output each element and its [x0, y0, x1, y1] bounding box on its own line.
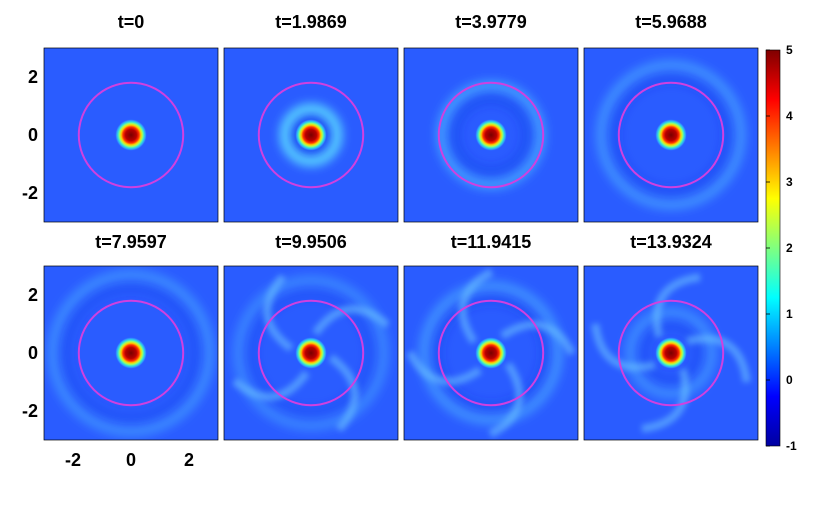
- panel-title: t=13.9324: [630, 232, 712, 252]
- panel-frame: [583, 265, 759, 441]
- panel-8: t=13.9324: [583, 232, 759, 441]
- panel-3: t=3.9779: [403, 12, 579, 223]
- panel-frame: [223, 265, 399, 441]
- reference-circle: [77, 299, 185, 407]
- y-tick-label: 2: [28, 285, 38, 305]
- wave-arm: [488, 361, 524, 438]
- reference-circle: [617, 81, 725, 189]
- colorbar-tick-label: -1: [786, 439, 797, 453]
- wave-arm: [458, 268, 494, 345]
- heatmap-field: [584, 266, 758, 440]
- wave-ring: [625, 307, 717, 399]
- wave-arm: [591, 323, 656, 372]
- central-peak: [295, 337, 327, 369]
- panel-frame: [403, 265, 579, 441]
- panel-1: t=0: [43, 12, 219, 223]
- panel-6: t=9.9506: [223, 232, 399, 441]
- y-tick-label: 0: [28, 125, 38, 145]
- wave-arm: [263, 274, 294, 352]
- y-tick-label: 0: [28, 343, 38, 363]
- central-peak: [115, 337, 147, 369]
- colorbar-tick-label: 0: [786, 373, 793, 387]
- heatmap-field: [224, 48, 398, 222]
- colorbar-tick-label: 2: [786, 241, 793, 255]
- heatmap-field: [44, 266, 218, 440]
- colorbar-tick-label: 3: [786, 175, 793, 189]
- panel-title: t=5.9688: [635, 12, 707, 32]
- central-peak: [655, 119, 687, 151]
- panel-frame: [583, 47, 759, 223]
- reference-circle: [437, 81, 545, 189]
- heatmap-field: [404, 48, 578, 222]
- wave-trough: [611, 75, 731, 195]
- colorbar-tick-label: 5: [786, 43, 793, 57]
- wave-ring: [596, 60, 746, 210]
- x-tick-label: 2: [184, 450, 194, 470]
- panel-title: t=1.9869: [275, 12, 347, 32]
- heatmap-field: [584, 48, 758, 222]
- reference-circle: [257, 299, 365, 407]
- central-peak: [475, 119, 507, 151]
- central-peak: [655, 337, 687, 369]
- x-tick-label: -2: [65, 450, 81, 470]
- colorbar-tick-label: 1: [786, 307, 793, 321]
- central-peak: [295, 119, 327, 151]
- colorbar: 5 4 3 2 1 0 -1: [765, 43, 797, 453]
- wave-trough: [451, 95, 531, 175]
- x-tick-label: 0: [126, 450, 136, 470]
- panel-frame: [43, 47, 219, 223]
- wave-ring: [279, 103, 343, 167]
- wave-arm: [328, 354, 359, 432]
- wave-arm: [406, 350, 483, 386]
- reference-circle: [77, 81, 185, 189]
- wave-arm: [686, 334, 751, 383]
- central-peak: [115, 119, 147, 151]
- y-tick-label: -2: [22, 401, 38, 421]
- heatmap-field: [44, 48, 218, 222]
- panel-frame: [43, 265, 219, 441]
- heatmap-field: [404, 266, 578, 440]
- reference-circle: [257, 81, 365, 189]
- wave-ring: [436, 80, 546, 190]
- wave-trough: [248, 290, 374, 416]
- wave-arm: [641, 368, 690, 433]
- central-peak: [475, 337, 507, 369]
- panel-title: t=0: [118, 12, 145, 32]
- wave-arm: [232, 370, 310, 401]
- wave-arm: [312, 305, 390, 336]
- reference-circle: [437, 299, 545, 407]
- reference-circle: [617, 299, 725, 407]
- panel-title: t=3.9779: [455, 12, 527, 32]
- wave-ring: [47, 269, 215, 437]
- colorbar-tick-label: 4: [786, 109, 793, 123]
- panel-7: t=11.9415: [403, 232, 579, 441]
- axes: 2 0 -2 2 0 -2 -2 0 2: [22, 67, 194, 470]
- panel-title: t=9.9506: [275, 232, 347, 252]
- y-tick-label: -2: [22, 183, 38, 203]
- panel-4: t=5.9688: [583, 12, 759, 223]
- panel-title: t=11.9415: [451, 232, 532, 252]
- wave-arm: [499, 320, 576, 356]
- panel-frame: [403, 47, 579, 223]
- panel-5: t=7.9597: [43, 232, 219, 441]
- wave-ring: [419, 281, 563, 425]
- wave-arm: [652, 273, 701, 338]
- panel-frame: [223, 47, 399, 223]
- y-tick-label: 2: [28, 67, 38, 87]
- wave-trough: [62, 284, 200, 422]
- panel-2: t=1.9869: [223, 12, 399, 223]
- heatmap-field: [224, 266, 398, 440]
- colorbar-ticks: 5 4 3 2 1 0 -1: [766, 43, 797, 453]
- panels: t=0 t=1.9869 t=3.9779 t=5.9688 t=7.9597 t=9.9…: [43, 12, 759, 441]
- panel-title: t=7.9597: [95, 232, 167, 252]
- wave-trough: [640, 322, 702, 384]
- wave-ring: [233, 275, 389, 431]
